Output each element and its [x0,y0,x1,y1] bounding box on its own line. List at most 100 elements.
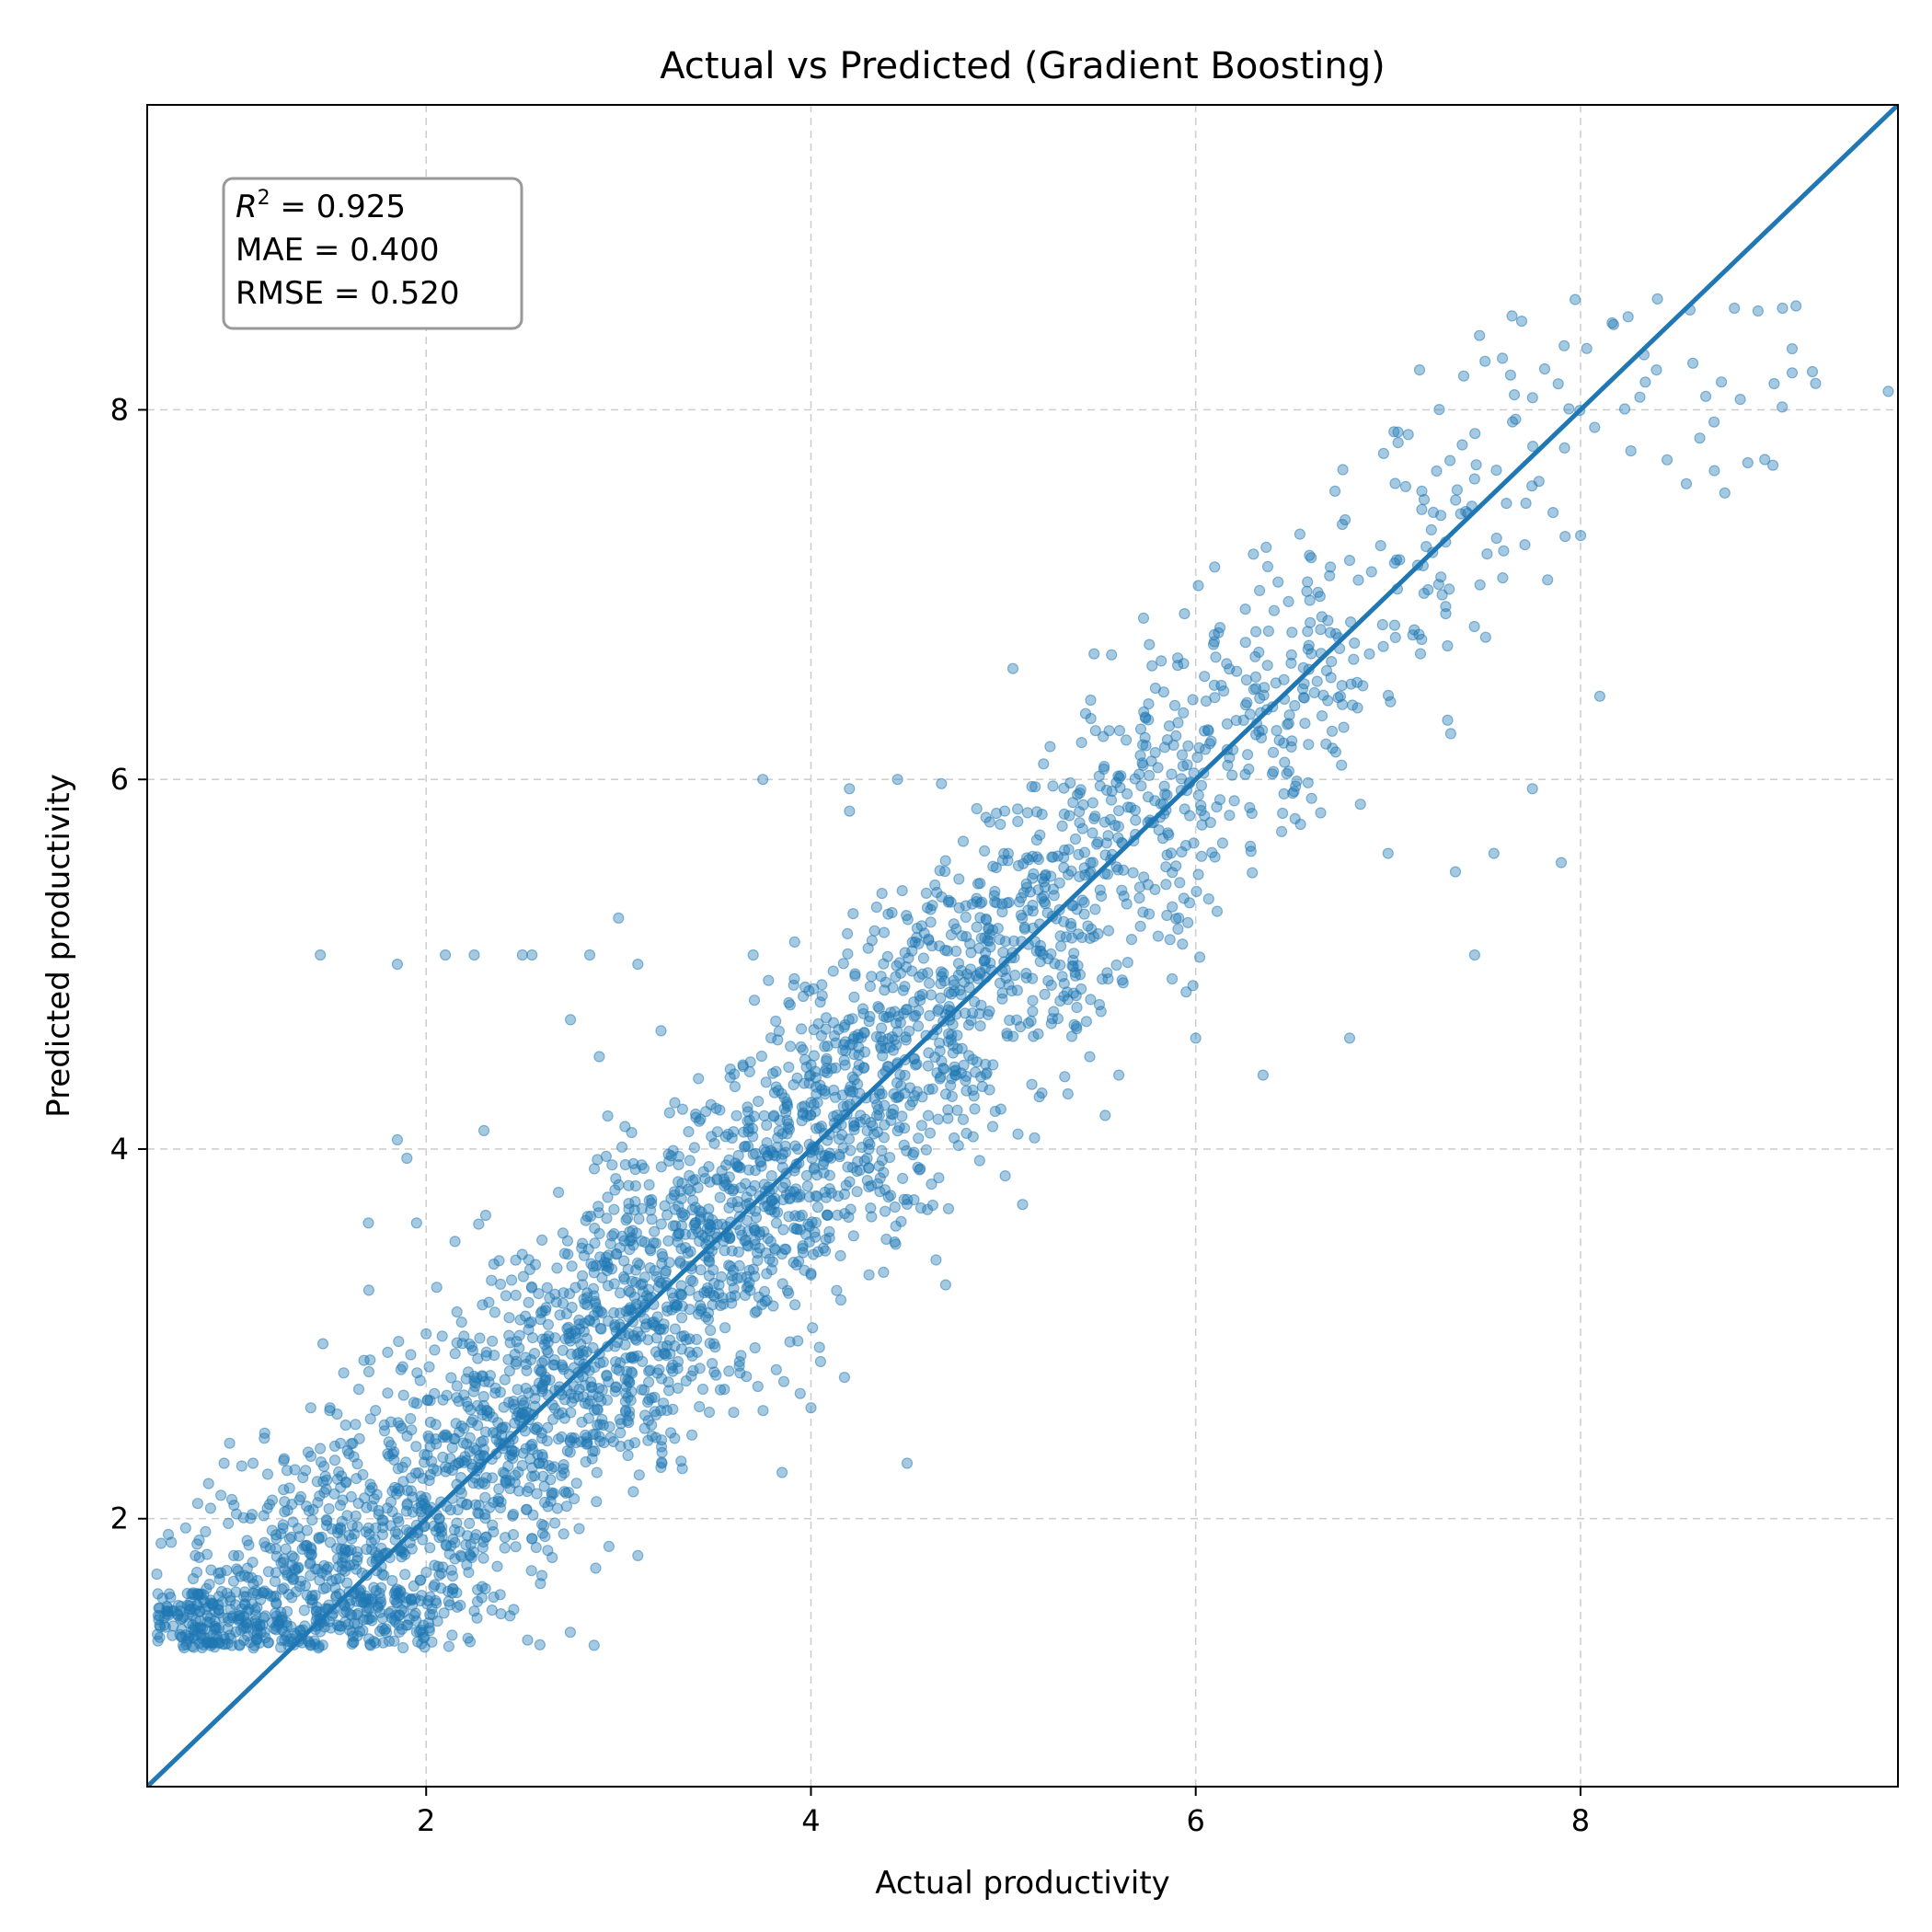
data-point [221,1564,233,1577]
data-point [1344,615,1357,628]
data-point [1161,909,1173,922]
data-point [183,1630,195,1642]
data-point [479,1491,491,1503]
data-point [904,1099,916,1111]
data-point [882,908,894,920]
data-point [619,1121,631,1133]
data-point [923,933,935,945]
data-point [1089,903,1101,915]
data-point [807,1248,820,1260]
data-point [1034,829,1046,841]
data-point [503,1312,515,1324]
data-point [1329,746,1342,758]
data-point [1253,584,1266,597]
data-point [486,1274,498,1286]
data-point [957,835,970,847]
data-point [1171,660,1184,672]
data-point [1039,988,1051,1000]
data-point [765,1032,777,1044]
data-point [153,1614,165,1626]
data-point [768,1110,780,1121]
data-point [540,1302,552,1314]
data-point [907,1149,919,1161]
data-point [430,1432,442,1445]
data-point [1766,459,1779,471]
data-point [891,774,903,786]
data-point [854,1116,867,1128]
data-point [535,1234,548,1247]
data-point [270,1543,282,1555]
r2-exponent: 2 [258,187,270,210]
data-point [732,1246,745,1258]
data-point [1418,587,1430,600]
data-point [603,1540,615,1553]
data-point [763,974,775,986]
data-point [967,1084,979,1097]
data-point [541,1435,553,1447]
data-point [535,1314,546,1326]
data-point [926,1178,937,1190]
data-point [477,1399,489,1412]
data-point [1134,723,1147,735]
data-point [1433,404,1445,416]
data-point [1063,844,1075,856]
data-point [405,1412,417,1425]
data-point [684,1246,696,1258]
data-point [758,1110,770,1121]
data-point [558,1463,569,1475]
data-point [464,1636,477,1648]
data-point [1255,731,1268,744]
data-point [429,1579,441,1591]
data-point [1479,631,1491,643]
data-point [1337,464,1349,476]
data-point [488,1496,500,1509]
data-point [237,1512,249,1524]
data-point [1267,746,1280,758]
data-point [305,1402,316,1414]
data-point [723,1365,735,1377]
data-point [536,1333,548,1345]
data-point [1357,680,1369,692]
data-point [834,1294,847,1306]
data-point [191,1599,203,1612]
data-point [1351,702,1363,714]
data-point [776,1466,788,1478]
data-point [1278,788,1290,800]
data-point [776,1161,788,1173]
data-point [270,1533,282,1545]
data-point [400,1456,412,1468]
data-point [617,1271,630,1283]
data-point [709,1341,721,1353]
data-point [1435,571,1447,583]
data-point [500,1290,512,1302]
data-point [748,995,761,1006]
data-point [305,1570,316,1581]
data-point [814,1355,827,1368]
data-point [1036,808,1048,821]
data-point [1376,618,1388,631]
data-point [1450,494,1462,506]
data-point [693,1115,706,1127]
data-point [597,1356,609,1368]
data-point [1182,916,1194,929]
data-point [976,1080,989,1093]
data-point [1096,973,1109,985]
data-point [979,1058,992,1071]
data-point [1729,302,1741,315]
data-point [289,1464,301,1476]
data-point [477,1299,489,1311]
data-point [1174,877,1186,889]
data-point [1249,671,1262,683]
data-point [1244,801,1256,814]
data-point [1152,930,1165,942]
data-point [629,1195,641,1208]
data-point [1011,984,1024,996]
data-point [852,1064,864,1076]
data-point [537,1470,549,1482]
data-point [276,1624,288,1636]
data-point [684,1333,696,1345]
data-point [516,949,528,961]
data-point [946,1029,958,1041]
data-point [488,1258,500,1271]
